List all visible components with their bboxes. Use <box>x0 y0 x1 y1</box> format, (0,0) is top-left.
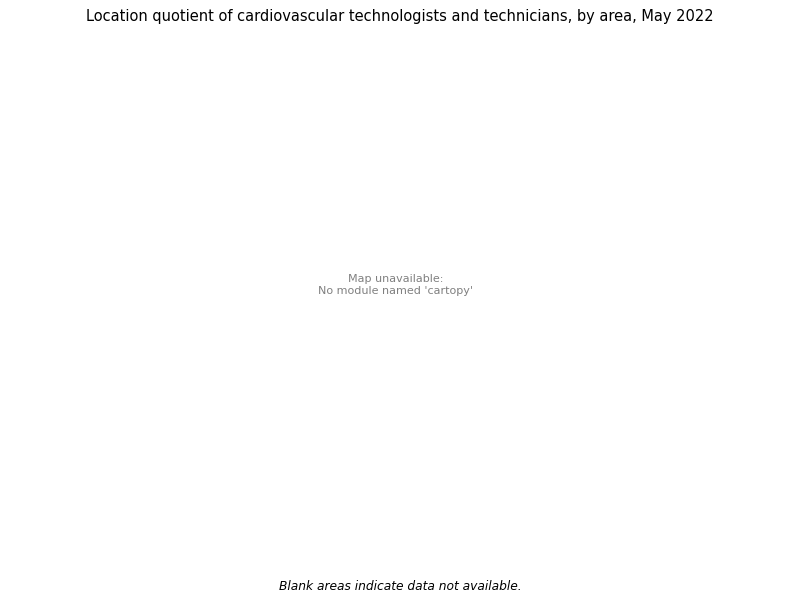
Text: Location quotient of cardiovascular technologists and technicians, by area, May : Location quotient of cardiovascular tech… <box>86 9 714 24</box>
Text: Map unavailable:
No module named 'cartopy': Map unavailable: No module named 'cartop… <box>318 274 474 296</box>
Text: Blank areas indicate data not available.: Blank areas indicate data not available. <box>278 580 522 593</box>
